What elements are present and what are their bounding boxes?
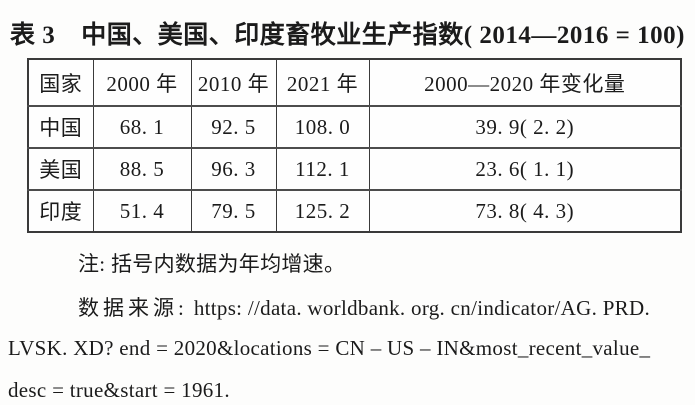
cell-change: 23. 6( 1. 1) bbox=[368, 147, 682, 191]
data-source-line-3: desc = true&start = 1961. bbox=[8, 378, 230, 402]
header-country: 国家 bbox=[27, 58, 94, 107]
header-change-amount: 2000—2020 年变化量 bbox=[368, 58, 682, 107]
cell-2010: 92. 5 bbox=[190, 105, 277, 149]
table-title: 表 3 中国、美国、印度畜牧业生产指数( 2014—2016 = 100) bbox=[0, 15, 695, 51]
data-source-url-part-1: https: //data. worldbank. org. cn/indica… bbox=[193, 296, 651, 320]
header-year-2000: 2000 年 bbox=[92, 58, 192, 107]
table-row-usa: 美国 88. 5 96. 3 112. 1 23. 6( 1. 1) bbox=[27, 147, 682, 191]
table-header-row: 国家 2000 年 2010 年 2021 年 2000—2020 年变化量 bbox=[27, 58, 682, 107]
cell-2021: 125. 2 bbox=[275, 189, 370, 233]
table-title-text: 中国、美国、印度畜牧业生产指数( 2014—2016 = 100) bbox=[81, 22, 685, 49]
cell-change: 39. 9( 2. 2) bbox=[368, 105, 682, 149]
header-year-2021: 2021 年 bbox=[275, 58, 370, 107]
table-row-india: 印度 51. 4 79. 5 125. 2 73. 8( 4. 3) bbox=[27, 189, 682, 233]
cell-country: 印度 bbox=[27, 189, 94, 233]
cell-2000: 88. 5 bbox=[92, 147, 192, 191]
cell-country: 美国 bbox=[27, 147, 94, 191]
cell-2000: 51. 4 bbox=[92, 189, 192, 233]
cell-2021: 108. 0 bbox=[275, 105, 370, 149]
livestock-production-index-table: 国家 2000 年 2010 年 2021 年 2000—2020 年变化量 中… bbox=[27, 58, 682, 233]
data-source-line-1: 数据来源: https: //data. worldbank. org. cn/i… bbox=[78, 292, 650, 322]
cell-country: 中国 bbox=[27, 105, 94, 149]
table-row-china: 中国 68. 1 92. 5 108. 0 39. 9( 2. 2) bbox=[27, 105, 682, 149]
header-year-2010: 2010 年 bbox=[190, 58, 277, 107]
cell-change: 73. 8( 4. 3) bbox=[368, 189, 682, 233]
data-source-line-2: LVSK. XD? end = 2020&locations = CN – US… bbox=[8, 336, 651, 360]
cell-2000: 68. 1 bbox=[92, 105, 192, 149]
data-source-label: 数据来源: bbox=[78, 296, 188, 320]
table-number: 表 3 bbox=[10, 22, 56, 49]
table-remark-note: 注: 括号内数据为年均增速。 bbox=[78, 252, 346, 276]
cell-2010: 96. 3 bbox=[190, 147, 277, 191]
cell-2010: 79. 5 bbox=[190, 189, 277, 233]
cell-2021: 112. 1 bbox=[275, 147, 370, 191]
